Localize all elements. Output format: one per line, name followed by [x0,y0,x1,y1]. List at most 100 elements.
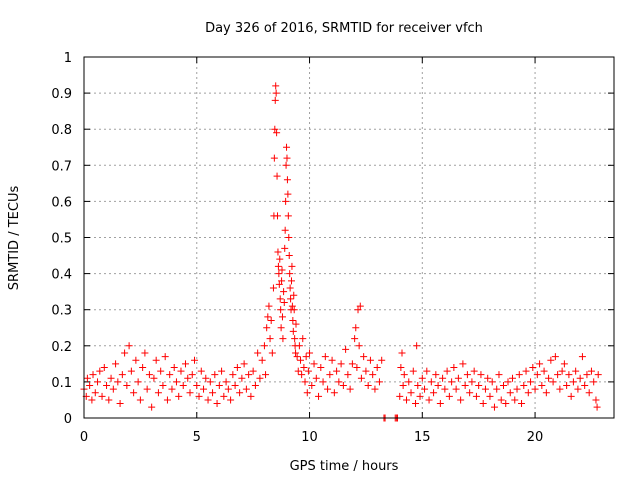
data-point [416,392,424,400]
data-point [594,371,602,379]
data-point [280,298,288,306]
data-point [123,382,131,390]
data-point [245,371,253,379]
data-point [536,360,544,368]
data-point [412,400,420,408]
data-point [360,353,368,361]
data-point [434,382,442,390]
data-point [486,392,494,400]
data-point [278,313,286,321]
data-point [569,378,577,386]
data-point [227,396,235,404]
data-point [193,382,201,390]
data-point [315,392,323,400]
data-point [560,360,568,368]
data-point [272,89,280,97]
data-point [141,349,149,357]
data-point [103,382,111,390]
data-point [134,378,142,386]
data-point [112,360,120,368]
data-point [399,382,407,390]
x-tick-label: 15 [414,430,431,445]
grid [84,57,614,418]
y-tick-label: 0 [64,412,72,427]
x-axis-label: GPS time / hours [290,459,399,474]
data-point [297,356,305,364]
data-point [397,363,405,371]
data-point [145,371,153,379]
data-point [533,371,541,379]
data-point [356,302,364,310]
tick-labels: 00.10.20.30.40.50.60.70.80.910 5 10 15 20 [51,51,543,445]
data-point [346,385,354,393]
data-point [114,378,122,386]
data-point [592,396,600,404]
x-tick-label: 0 [80,430,88,445]
data-point [299,335,307,343]
data-point [375,378,383,386]
data-point [506,389,514,397]
data-point [231,382,239,390]
data-point [290,306,298,314]
data-point [285,234,293,241]
data-point [298,371,306,379]
data-point [274,248,282,256]
data-point [303,389,311,397]
data-point [310,360,318,368]
data-point [109,385,117,393]
data-point [283,176,291,184]
x-tick-label: 20 [527,430,544,445]
data-point [288,302,296,310]
data-point [585,389,593,397]
data-point [118,371,126,379]
data-point [206,378,214,386]
data-point [342,345,350,353]
data-point [430,389,438,397]
data-point [177,367,185,375]
data-point [448,378,456,386]
data-point [545,374,553,382]
chart-title: Day 326 of 2016, SRMTID for receiver vfc… [205,21,483,36]
data-point [450,363,458,371]
x-tick-label: 5 [193,430,201,445]
data-point [274,262,282,270]
data-point [139,363,147,371]
data-point [125,342,133,350]
data-point [272,82,280,90]
data-point [282,197,290,205]
data-point [152,356,160,364]
data-point [287,277,295,285]
data-point [287,295,295,303]
data-point [247,392,255,400]
data-point [352,324,360,332]
data-point [289,317,297,325]
data-point [398,349,406,357]
data-point [378,356,386,364]
data-point [445,392,453,400]
data-point [567,392,575,400]
data-point [279,335,287,343]
data-point [354,306,362,314]
data-point [454,374,462,382]
data-point [266,335,274,343]
data-point [127,367,135,375]
data-point [224,385,232,393]
data-point [265,302,273,310]
data-point [495,371,503,379]
data-point [88,396,96,404]
data-point [518,400,526,408]
data-point [300,363,308,371]
data-point [459,360,467,368]
data-point [321,353,329,361]
data-point [238,374,246,382]
data-point [263,324,271,332]
data-point [312,374,320,382]
data-point [549,378,557,386]
data-point [362,367,370,375]
data-point [275,280,283,288]
data-point [578,353,586,361]
data-point [278,277,286,285]
data-point [154,389,162,397]
data-point [136,396,144,404]
data-point [292,320,300,328]
